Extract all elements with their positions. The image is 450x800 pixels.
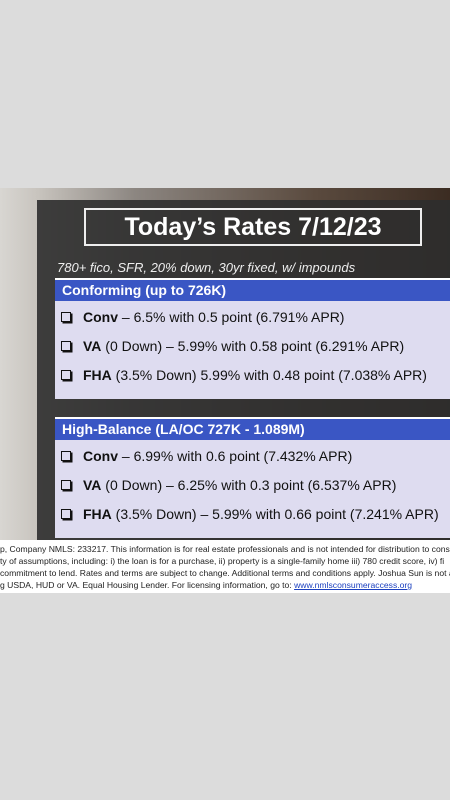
section: High-Balance (LA/OC 727K - 1.089M) Conv –… xyxy=(55,417,450,538)
checkbox-icon xyxy=(61,480,71,490)
rate-item: Conv – 6.5% with 0.5 point (6.791% APR) xyxy=(55,303,450,332)
rate-item: VA (0 Down) – 5.99% with 0.58 point (6.2… xyxy=(55,332,450,361)
rate-detail: (3.5% Down) 5.99% with 0.48 point (7.038… xyxy=(111,367,427,383)
loan-type: Conv xyxy=(83,448,118,464)
rate-item: FHA (3.5% Down) 5.99% with 0.48 point (7… xyxy=(55,361,450,390)
rate-item: Conv – 6.99% with 0.6 point (7.432% APR) xyxy=(55,442,450,471)
rate-detail: (0 Down) – 5.99% with 0.58 point (6.291%… xyxy=(101,338,405,354)
section-heading: Conforming (up to 726K) xyxy=(55,278,450,301)
rate-detail: – 6.99% with 0.6 point (7.432% APR) xyxy=(118,448,353,464)
loan-type: FHA xyxy=(83,506,112,522)
section-heading: High-Balance (LA/OC 727K - 1.089M) xyxy=(55,417,450,440)
rate-detail: (3.5% Down) – 5.99% with 0.66 point (7.2… xyxy=(111,506,439,522)
checkbox-icon xyxy=(61,509,71,519)
disclaimer: p, Company NMLS: 233217. This informatio… xyxy=(0,540,450,593)
item-list: Conv – 6.99% with 0.6 point (7.432% APR)… xyxy=(55,440,450,538)
subtitle: 780+ fico, SFR, 20% down, 30yr fixed, w/… xyxy=(57,260,356,275)
checkbox-icon xyxy=(61,312,71,322)
disclaimer-line: g USDA, HUD or VA. Equal Housing Lender.… xyxy=(0,580,413,590)
background-photo: Today’s Rates 7/12/23 780+ fico, SFR, 20… xyxy=(0,188,450,540)
loan-type: VA xyxy=(83,338,102,354)
licensing-link[interactable]: www.nmlsconsumeraccess.org xyxy=(294,580,413,590)
checkbox-icon xyxy=(61,370,71,380)
title: Today’s Rates 7/12/23 xyxy=(84,208,422,246)
loan-type: VA xyxy=(83,477,102,493)
loan-type: FHA xyxy=(83,367,112,383)
section: Conforming (up to 726K) Conv – 6.5% with … xyxy=(55,278,450,399)
rate-detail: (0 Down) – 6.25% with 0.3 point (6.537% … xyxy=(101,477,397,493)
rate-item: FHA (3.5% Down) – 5.99% with 0.66 point … xyxy=(55,500,450,529)
checkbox-icon xyxy=(61,341,71,351)
rates-panel: Today’s Rates 7/12/23 780+ fico, SFR, 20… xyxy=(37,200,450,540)
item-list: Conv – 6.5% with 0.5 point (6.791% APR) V… xyxy=(55,301,450,399)
disclaimer-line: p, Company NMLS: 233217. This informatio… xyxy=(0,544,450,554)
checkbox-icon xyxy=(61,451,71,461)
disclaimer-line: ty of assumptions, including: i) the loa… xyxy=(0,556,445,566)
loan-type: Conv xyxy=(83,309,118,325)
rate-item: VA (0 Down) – 6.25% with 0.3 point (6.53… xyxy=(55,471,450,500)
disclaimer-line: commitment to lend. Rates and terms are … xyxy=(0,568,450,578)
rate-detail: – 6.5% with 0.5 point (6.791% APR) xyxy=(118,309,345,325)
